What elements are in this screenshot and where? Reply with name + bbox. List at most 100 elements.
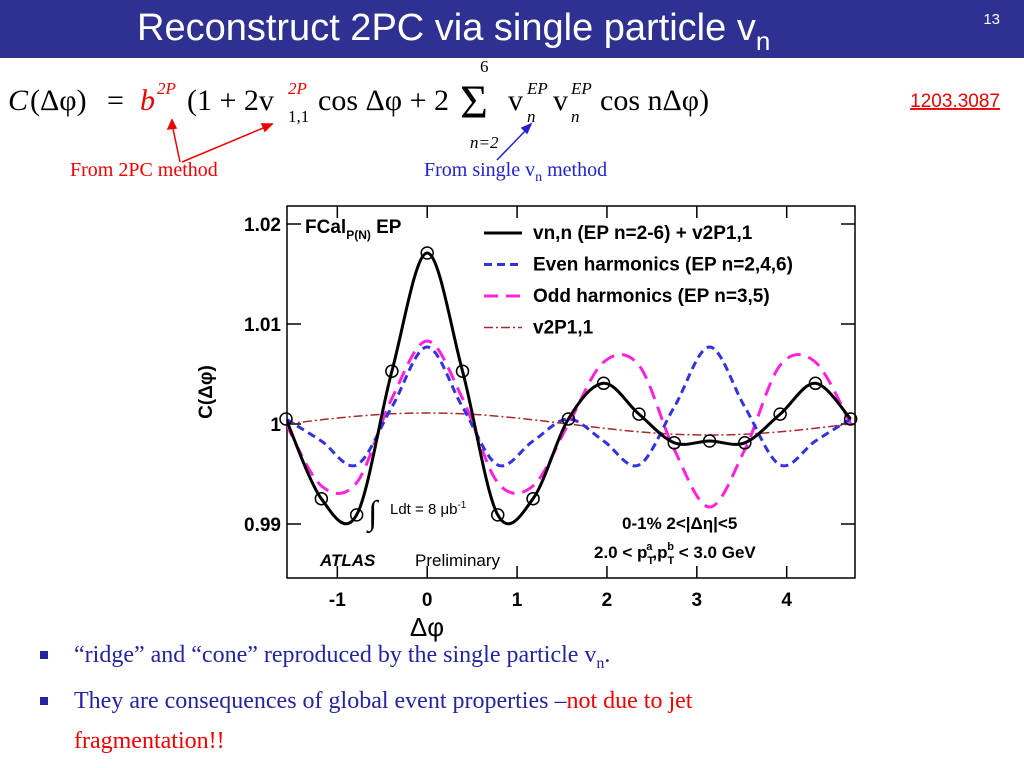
- note-sub: n: [535, 170, 542, 185]
- data-point: [526, 491, 540, 506]
- bullet: They are consequences of global event pr…: [74, 688, 693, 714]
- y-axis-label: C(Δφ): [196, 365, 217, 419]
- annotation-text: < 3.0 GeV: [674, 543, 756, 562]
- formula-part: (Δφ): [30, 84, 87, 117]
- annotation: FCalP(N) EP: [305, 217, 402, 242]
- annotation-text: ,p: [652, 543, 667, 562]
- legend-label: v2P1,1: [533, 318, 594, 339]
- formula-part: EP: [526, 79, 548, 98]
- annotation-text: Ldt = 8 μb: [390, 501, 457, 518]
- formula-part: (1 + 2v: [187, 84, 274, 117]
- annotation: Ldt = 8 μb-1: [390, 500, 467, 518]
- y-tick-label: 0.99: [244, 515, 281, 536]
- legend-label: vn,n (EP n=2-6) + v2P1,1: [533, 223, 753, 244]
- bullets: “ridge” and “cone” reproduced by the sin…: [40, 642, 693, 754]
- title-text: Reconstruct 2PC via single particle v: [137, 7, 756, 49]
- data-point: [561, 412, 576, 426]
- note-text: From single v: [424, 159, 535, 181]
- x-tick-label: 3: [692, 590, 703, 611]
- formula-part: n=2: [470, 133, 499, 152]
- data-point: [632, 407, 646, 421]
- annotation-text: FCal: [305, 217, 346, 238]
- data-point: [596, 376, 611, 391]
- series-line: [287, 251, 852, 526]
- chart: Δφ C(Δφ) FCalP(N) EP ∫ Ldt = 8 μb-1 ATLA…: [196, 205, 858, 642]
- formula-part: cos nΔφ): [600, 84, 709, 117]
- x-tick-label: -1: [329, 590, 346, 611]
- y-tick-label: 1: [270, 415, 281, 436]
- series-line: [287, 345, 852, 468]
- formula-part: Σ: [460, 76, 488, 129]
- series-line: [287, 339, 852, 509]
- title-sub: n: [756, 26, 770, 56]
- formula-part: 6: [480, 57, 489, 76]
- bullet-mark: [40, 697, 48, 705]
- annotation-sub: T: [647, 555, 654, 567]
- y-tick-label: 1.01: [244, 315, 281, 336]
- annotation-sup: b: [667, 541, 674, 553]
- annotation: ATLAS: [319, 551, 376, 570]
- formula-part: 2P: [157, 79, 176, 98]
- formula-part: =: [107, 84, 124, 117]
- formula-part: v: [553, 84, 568, 117]
- bullet-text: They are consequences of global event pr…: [74, 688, 567, 714]
- annotation-sub: T: [668, 555, 675, 567]
- x-axis-label: Δφ: [410, 612, 444, 642]
- data-point: [808, 376, 823, 391]
- data-point: [349, 508, 364, 522]
- data-point: [738, 436, 752, 450]
- x-tick-label: 2: [602, 590, 613, 611]
- data-point: [279, 412, 293, 426]
- annotation-sup: a: [646, 541, 653, 553]
- data-point: [702, 434, 717, 448]
- formula-part: b: [140, 84, 155, 117]
- note-left: From 2PC method: [70, 159, 218, 181]
- x-tick-label: 0: [422, 590, 433, 611]
- formula-part: v: [508, 84, 523, 117]
- bullet-text: “ridge” and “cone” reproduced by the sin…: [74, 642, 596, 668]
- formula-part: 1,1: [288, 107, 309, 126]
- formula: C (Δφ) = b 2P (1 + 2v 2P 1,1 cos Δφ + 2 …: [8, 57, 709, 152]
- bullet: “ridge” and “cone” reproduced by the sin…: [74, 642, 610, 672]
- x-tick-label: 1: [512, 590, 523, 611]
- bullet-text: .: [604, 642, 610, 668]
- annotation: 0-1% 2<|Δη|<5: [622, 514, 737, 533]
- annotation-text: 2.0 < p: [594, 543, 647, 562]
- annotation-sup: -1: [457, 500, 466, 511]
- blue-arrow: [496, 122, 533, 161]
- formula-part: cos Δφ + 2: [318, 84, 449, 117]
- formula-part: n: [527, 107, 536, 126]
- formula-part: C: [8, 84, 29, 117]
- data-point: [455, 364, 470, 378]
- reference-link[interactable]: 1203.3087: [910, 91, 1000, 112]
- data-point: [843, 412, 858, 426]
- formula-part: 2P: [288, 79, 307, 98]
- data-point: [491, 508, 505, 522]
- data-point: [667, 436, 682, 450]
- note-right: From single vn method: [424, 159, 607, 185]
- bullet-sub: n: [596, 655, 604, 672]
- data-point: [385, 364, 399, 378]
- header-bar: [0, 0, 1024, 58]
- page-number: 13: [983, 11, 1000, 28]
- title: Reconstruct 2PC via single particle vn: [137, 7, 770, 56]
- annotation: ∫: [366, 495, 380, 534]
- x-tick-label: 4: [781, 590, 792, 611]
- formula-part: n: [571, 107, 580, 126]
- legend-label: Odd harmonics (EP n=3,5): [533, 286, 770, 307]
- annotation-sub: P(N): [346, 228, 371, 242]
- annotation: Preliminary: [415, 551, 501, 570]
- annotation-text: EP: [371, 217, 402, 238]
- bullet-emphasis: not due to jet: [566, 688, 692, 714]
- note-text: method: [542, 159, 607, 181]
- bullet-mark: [40, 651, 48, 659]
- data-point: [314, 491, 329, 506]
- annotation: 2.0 < pTa,pTb < 3.0 GeV: [594, 541, 756, 567]
- plot-frame: [286, 205, 856, 579]
- data-point: [420, 246, 434, 260]
- y-tick-label: 1.02: [244, 215, 281, 236]
- formula-part: EP: [570, 79, 592, 98]
- legend-label: Even harmonics (EP n=2,4,6): [533, 255, 793, 276]
